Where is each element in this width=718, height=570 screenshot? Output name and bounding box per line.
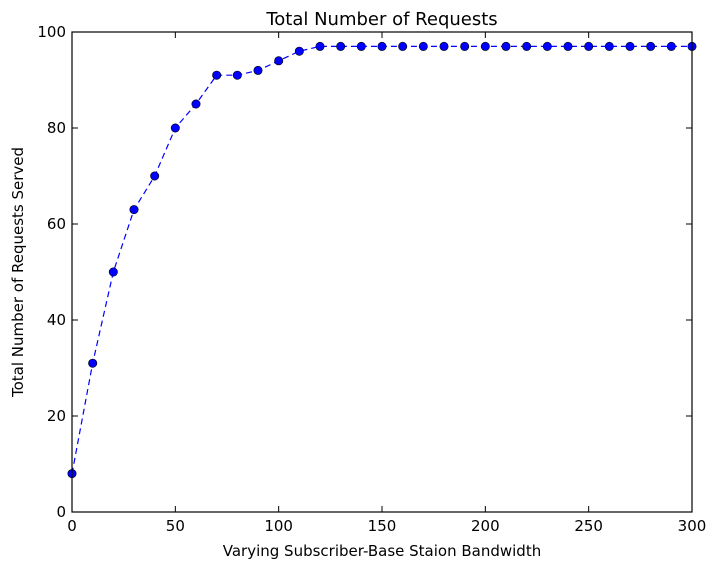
x-axis-label: Varying Subscriber-Base Staion Bandwidth [223,542,541,560]
data-point [377,41,387,51]
data-point [191,99,201,109]
data-point [584,41,594,51]
data-point [88,358,98,368]
data-point [232,70,242,80]
x-tick-label: 50 [166,517,185,535]
data-point [666,41,676,51]
data-point [418,41,428,51]
data-point [108,267,118,277]
data-point [212,70,222,80]
y-tick-label: 0 [56,503,66,521]
x-tick-label: 150 [368,517,397,535]
y-tick-label: 40 [47,311,66,329]
data-point [563,41,573,51]
plot-frame [71,31,693,513]
data-point [522,41,532,51]
data-point [294,46,304,56]
data-point [625,41,635,51]
y-tick-label: 80 [47,119,66,137]
plot-area [67,41,697,479]
data-point [460,41,470,51]
data-point [129,205,139,215]
axes: 0 50 100 150 200 250 300 0 20 40 60 80 100 [37,23,706,535]
data-point [542,41,552,51]
x-tick-label: 300 [678,517,707,535]
data-point [274,56,284,66]
data-point [604,41,614,51]
y-tick-label: 60 [47,215,66,233]
data-point [336,41,346,51]
data-point [170,123,180,133]
y-tick-label: 20 [47,407,66,425]
x-tick-label: 250 [574,517,603,535]
y-axis-label: Total Number of Requests Served [9,147,27,398]
data-point [501,41,511,51]
data-point [480,41,490,51]
series-line [71,45,692,474]
data-point [150,171,160,181]
data-point [398,41,408,51]
data-point [315,41,325,51]
y-tick-label: 100 [37,23,66,41]
data-point [253,65,263,75]
x-tick-label: 0 [67,517,77,535]
data-point [439,41,449,51]
data-point [356,41,366,51]
x-tick-label: 100 [264,517,293,535]
data-point [646,41,656,51]
x-tick-label: 200 [471,517,500,535]
chart-title: Total Number of Requests [265,9,497,30]
